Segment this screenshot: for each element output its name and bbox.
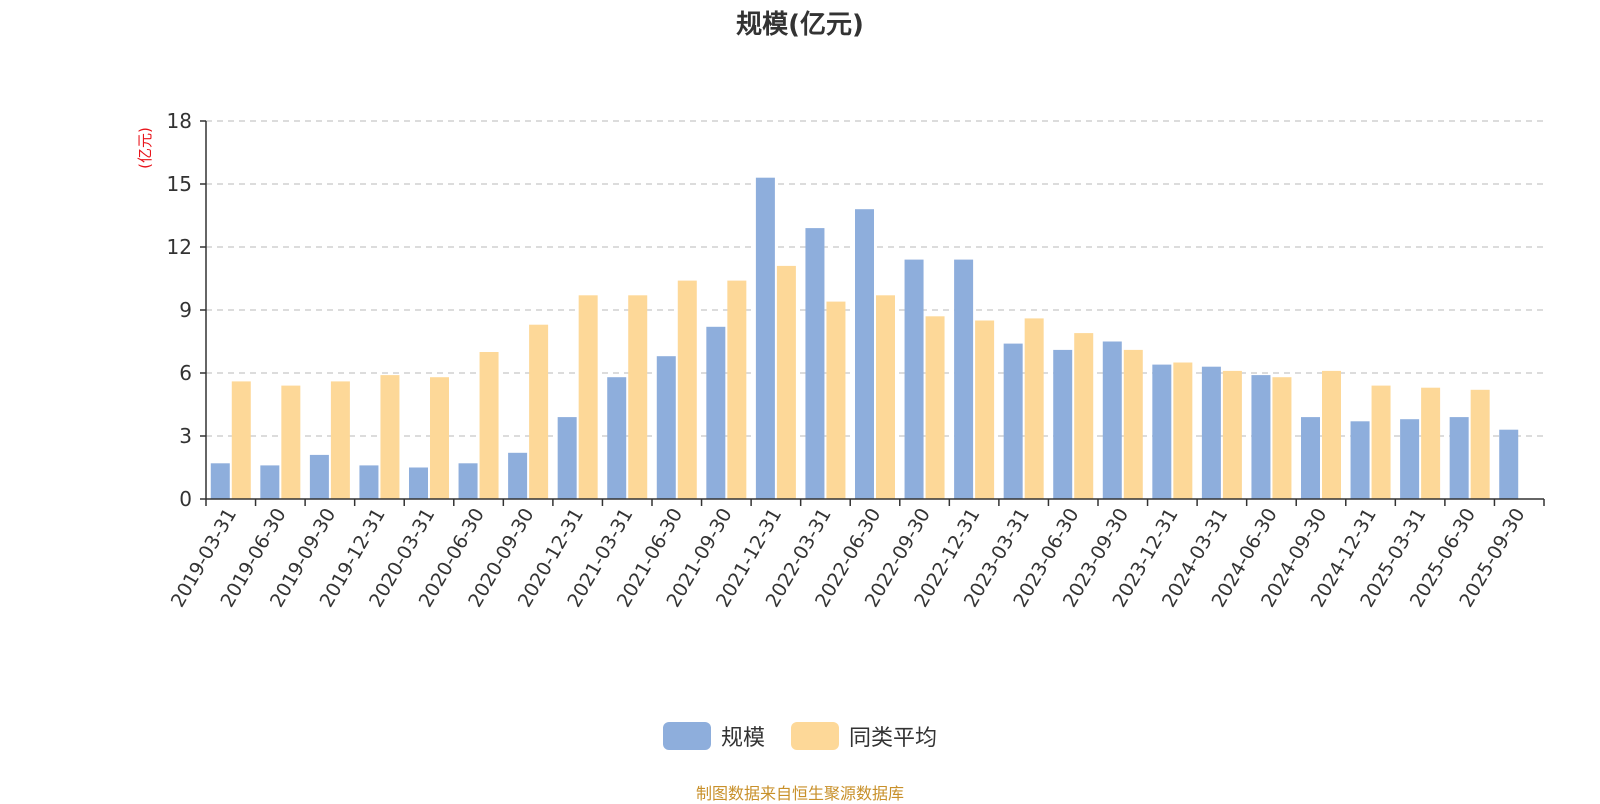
bar-peer-average	[578, 295, 598, 499]
y-tick-label: 6	[179, 361, 192, 385]
bar-scale	[1003, 343, 1023, 499]
bar-peer-average	[628, 295, 648, 499]
bar-scale	[1449, 417, 1469, 499]
legend: 规模 同类平均	[0, 720, 1600, 752]
bar-scale	[706, 326, 726, 499]
bar-peer-average	[1024, 318, 1044, 499]
bar-scale	[1201, 366, 1221, 499]
bar-scale	[656, 356, 676, 499]
legend-swatch-peer-average	[791, 722, 839, 750]
y-tick-label: 15	[167, 172, 192, 196]
legend-item-peer-average[interactable]: 同类平均	[791, 720, 937, 752]
bar-scale	[954, 259, 974, 499]
data-source-footer: 制图数据来自恒生聚源数据库	[695, 784, 904, 803]
bars	[210, 177, 1519, 499]
bar-peer-average	[925, 316, 945, 499]
bar-scale	[309, 454, 329, 499]
bar-peer-average	[1272, 377, 1292, 499]
bar-peer-average	[1322, 370, 1341, 499]
bar-peer-average	[529, 324, 549, 499]
bar-scale	[260, 465, 280, 499]
y-tick-label: 9	[179, 298, 192, 322]
bar-scale	[755, 177, 775, 499]
bar-peer-average	[1222, 370, 1242, 499]
bar-scale	[1400, 419, 1420, 499]
bar-peer-average	[876, 295, 895, 499]
bar-peer-average	[1421, 387, 1441, 499]
grid-lines	[206, 120, 1544, 437]
y-axis-unit-label: (亿元)	[136, 127, 154, 169]
y-tick-label: 0	[179, 487, 192, 511]
bar-scale	[855, 209, 874, 499]
bar-scale	[1350, 421, 1370, 499]
legend-label-peer-average: 同类平均	[849, 726, 938, 751]
bar-scale	[557, 417, 577, 499]
bar-peer-average	[776, 265, 796, 499]
bar-scale	[607, 377, 627, 499]
bar-peer-average	[479, 352, 499, 499]
bar-peer-average	[1173, 362, 1193, 499]
bar-scale	[1301, 417, 1320, 499]
bar-scale	[805, 228, 825, 499]
bar-peer-average	[1470, 389, 1490, 499]
bar-scale	[359, 465, 379, 499]
legend-swatch-scale	[662, 722, 711, 750]
bar-scale	[508, 452, 528, 499]
bar-peer-average	[677, 280, 697, 499]
bar-peer-average	[281, 385, 301, 499]
legend-label-scale: 规模	[720, 726, 765, 751]
bar-peer-average	[430, 377, 449, 499]
chart-title: 规模(亿元)	[736, 10, 864, 40]
bar-peer-average	[1074, 333, 1094, 499]
bar-peer-average	[826, 301, 846, 499]
bar-peer-average	[975, 320, 995, 499]
bar-peer-average	[1371, 385, 1391, 499]
y-tick-label: 18	[167, 109, 192, 133]
y-tick-label: 12	[167, 235, 192, 259]
bar-scale	[1251, 375, 1271, 499]
bar-peer-average	[380, 375, 400, 499]
bar-scale	[1053, 349, 1073, 499]
bar-scale	[458, 463, 478, 499]
bar-peer-average	[1123, 349, 1143, 499]
y-tick-label: 3	[179, 424, 192, 448]
legend-item-scale[interactable]: 规模	[662, 720, 765, 752]
bar-peer-average	[231, 381, 251, 499]
bar-scale	[904, 259, 924, 499]
bar-peer-average	[330, 381, 350, 499]
bar-scale	[1102, 341, 1122, 499]
bar-scale	[1152, 364, 1172, 499]
bar-scale	[409, 467, 428, 499]
bar-peer-average	[727, 280, 747, 499]
bar-scale	[1499, 429, 1519, 499]
bar-scale	[210, 463, 230, 499]
